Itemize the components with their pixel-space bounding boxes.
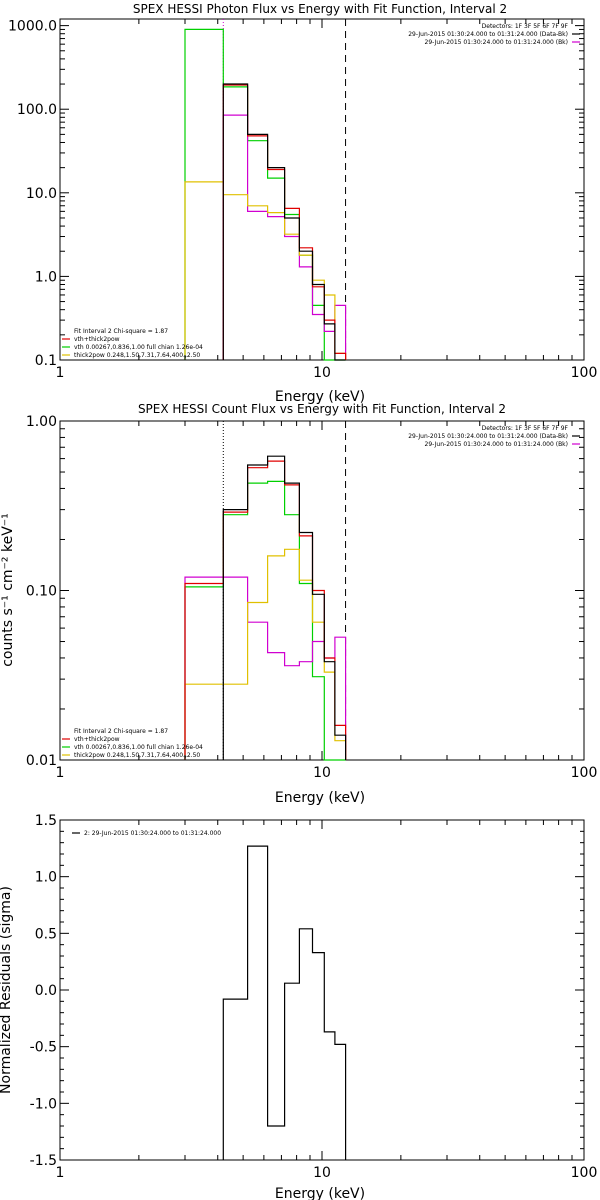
y-tick-label: -1.0: [30, 1096, 57, 1112]
residuals-xlabel: Energy (keV): [275, 1186, 365, 1200]
legend-entry: Detectors: 1F 3F 5F 6F 7F 9F: [482, 425, 569, 432]
series-vth-thick2pow: [184, 460, 347, 760]
y-tick-label: -1.5: [30, 1153, 57, 1169]
y-tick-label: 0.01: [26, 753, 57, 769]
y-tick-label: 1.0: [35, 269, 57, 285]
legend-entry: Fit Interval 2 Chi-square = 1.87: [74, 328, 168, 335]
count-flux-series: [184, 455, 347, 761]
legend-entry: 29-Jun-2015 01:30:24.000 to 01:31:24.000…: [425, 441, 568, 448]
y-tick-label: 0.0: [35, 983, 57, 999]
series-residuals: [222, 845, 347, 1160]
y-tick-label: 10.0: [26, 186, 57, 202]
photon-flux-series: [184, 28, 347, 361]
photon-flux-xlabel: Energy (keV): [275, 389, 365, 405]
series-thick2pow: [184, 181, 347, 360]
legend-entry: Fit Interval 2 Chi-square = 1.87: [74, 728, 168, 735]
photon-flux-title: SPEX HESSI Photon Flux vs Energy with Fi…: [133, 2, 507, 16]
y-tick-label: 1.0: [35, 870, 57, 886]
legend-entry: 29-Jun-2015 01:30:24.000 to 01:31:24.000…: [425, 39, 568, 46]
residuals-series: [222, 845, 347, 1160]
legend-entry: vth+thick2pow: [74, 736, 120, 743]
x-tick-label: 10: [313, 765, 331, 781]
y-tick-label: -0.5: [30, 1040, 57, 1056]
x-tick-label: 100: [571, 1165, 598, 1181]
legend-entry: 29-Jun-2015 01:30:24.000 to 01:31:24.000…: [408, 31, 568, 38]
y-tick-label: 1000.0: [8, 19, 57, 35]
count-flux-ylabel: counts s⁻¹ cm⁻² keV⁻¹: [0, 513, 16, 667]
legend-entry: vth 0.00267,0.836,1.00 full chian 1.26e-…: [74, 344, 203, 351]
legend-entry: Detectors: 1F 3F 5F 6F 7F 9F: [482, 23, 569, 30]
legend-entry: vth+thick2pow: [74, 336, 120, 343]
legend-entry: vth 0.00267,0.836,1.00 full chian 1.26e-…: [74, 744, 203, 751]
y-tick-label: 100.0: [17, 102, 57, 118]
legend-entry: 29-Jun-2015 01:30:24.000 to 01:31:24.000…: [408, 433, 568, 440]
legend-entry: 2: 29-Jun-2015 01:30:24.000 to 01:31:24.…: [84, 830, 221, 837]
count-flux-title: SPEX HESSI Count Flux vs Energy with Fit…: [138, 402, 506, 416]
y-tick-label: 0.5: [35, 926, 57, 942]
count-flux-xlabel: Energy (keV): [275, 790, 365, 806]
series-data-bk: [222, 455, 347, 760]
x-tick-label: 10: [313, 365, 331, 381]
x-tick-label: 100: [571, 765, 598, 781]
y-tick-label: 1.00: [26, 414, 57, 430]
x-tick-label: 1: [56, 365, 65, 381]
series-data-bk: [222, 83, 346, 361]
x-tick-label: 1: [56, 765, 65, 781]
residuals-ylabel: Normalized Residuals (sigma): [0, 886, 14, 1094]
y-tick-label: 0.10: [26, 584, 57, 600]
y-tick-label: 0.1: [35, 353, 57, 369]
x-tick-label: 1: [56, 1165, 65, 1181]
y-tick-label: 1.5: [35, 813, 57, 829]
panel-residuals: 1 10 100 1.5 1.0 0.5 0.0 -0.5 -1.0 -1.5 2: 29-Jun…: [0, 813, 597, 1200]
panel-photon-flux: SPEX HESSI Photon Flux vs Energy with Fi…: [8, 2, 597, 405]
legend-entry: thick2pow 0.248,1.50,7.31,7.64,400.,2.50: [74, 752, 200, 759]
panel-count-flux: SPEX HESSI Count Flux vs Energy with Fit…: [0, 402, 597, 806]
x-tick-label: 10: [313, 1165, 331, 1181]
x-tick-label: 100: [571, 365, 598, 381]
legend-entry: thick2pow 0.248,1.50,7.31,7.64,400.,2.50: [74, 352, 200, 359]
